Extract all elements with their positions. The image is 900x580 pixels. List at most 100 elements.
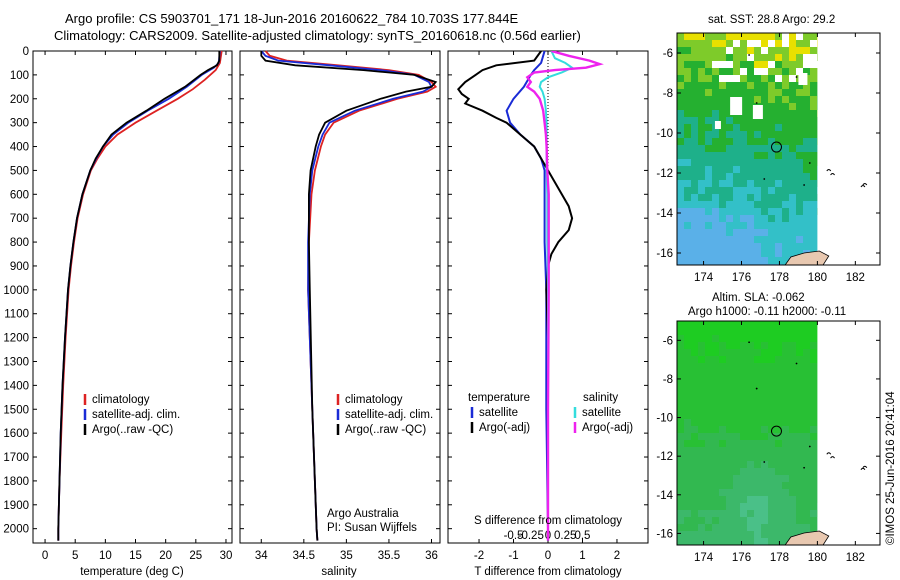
sla-map-cell: [782, 433, 789, 440]
sla-map-cell: [775, 412, 782, 419]
sla-map-cell: [677, 454, 684, 461]
sla-map-cell: [684, 461, 691, 468]
sla-map-cell: [691, 356, 698, 363]
sla-map-cell: [691, 517, 698, 524]
sst-map-cell: [782, 145, 789, 152]
sst-map-cell: [810, 96, 817, 103]
sla-map-cell: [684, 489, 691, 496]
sst-map-reef-dot: [803, 184, 806, 186]
sla-map-cell: [677, 531, 684, 538]
sst-map-cell: [719, 236, 726, 243]
differences-xlabel: T difference from climatology: [474, 566, 621, 578]
sla-map-cell: [796, 517, 803, 524]
sla-map-cell: [733, 503, 740, 510]
sst-map-cell: [803, 89, 810, 96]
sst-map-cell: [782, 103, 789, 110]
sst-map-cell: [726, 110, 733, 117]
sla-map-cell: [684, 468, 691, 475]
temperature-ytick-label: 1900: [3, 500, 29, 512]
sla-map-cell: [747, 321, 754, 328]
sst-map-cell: [684, 68, 691, 75]
sst-map-cell: [740, 75, 747, 82]
sst-map-cell: [796, 138, 803, 145]
sst-map-cell: [747, 96, 754, 103]
sla-map-cell: [677, 384, 684, 391]
sst-map-reef-dot: [755, 102, 758, 104]
sst-map-cell: [761, 250, 768, 257]
sla-map-cell: [733, 412, 740, 419]
sla-map-cell: [740, 412, 747, 419]
sst-map-cell: [677, 68, 684, 75]
sst-map-cell: [677, 201, 684, 208]
sst-map-cell: [740, 236, 747, 243]
sla-map-cell: [789, 524, 796, 531]
sla-map-cell: [740, 524, 747, 531]
sla-map-cell: [754, 342, 761, 349]
sst-map-cell: [733, 229, 740, 236]
sst-map-island: [862, 183, 868, 186]
sla-map-cell: [789, 510, 796, 517]
sst-map-cell: [712, 201, 719, 208]
sst-map-cell: [719, 257, 726, 264]
sst-map-cell: [747, 68, 754, 75]
sst-map-reef-dot: [808, 162, 811, 164]
sst-map-cell: [754, 201, 761, 208]
sla-map-cell: [747, 475, 754, 482]
temperature-xtick-label: 5: [72, 550, 78, 562]
sla-map-cell: [691, 384, 698, 391]
sst-map-cell: [761, 89, 768, 96]
sst-map-cell: [789, 68, 796, 75]
sla-map-cell: [691, 510, 698, 517]
sst-map-cell: [684, 180, 691, 187]
sst-map-cell: [789, 54, 796, 61]
sst-map-cell: [740, 243, 747, 250]
temperature-ytick-label: 600: [10, 189, 29, 201]
sla-map-cell: [719, 440, 726, 447]
sla-map-cell: [726, 405, 733, 412]
sst-map-cell: [733, 222, 740, 229]
sst-map-cell: [775, 110, 782, 117]
sst-map-cell: [761, 54, 768, 61]
sla-map-ytick-label: -6: [663, 335, 673, 347]
sla-map-cell: [782, 503, 789, 510]
sla-map-cell: [705, 531, 712, 538]
sst-map-cell: [677, 236, 684, 243]
sla-map-cell: [698, 370, 705, 377]
sla-map-cell: [782, 349, 789, 356]
sla-map-cell: [698, 349, 705, 356]
sla-map-cell: [796, 503, 803, 510]
sst-map-cell: [684, 54, 691, 61]
sla-map-cell: [726, 489, 733, 496]
sla-map-cell: [775, 475, 782, 482]
sla-map-cell: [747, 517, 754, 524]
sla-map-cell: [712, 342, 719, 349]
sst-map-cell: [775, 131, 782, 138]
sla-map-cell: [740, 538, 747, 545]
sst-map-cell: [677, 159, 684, 166]
sst-map-cell: [677, 222, 684, 229]
sla-map-cell: [719, 489, 726, 496]
sst-map-cell: [803, 61, 810, 68]
sla-map-cell: [775, 510, 782, 517]
sst-map-cell: [754, 145, 761, 152]
sla-map-cell: [726, 391, 733, 398]
sla-map-cell: [754, 356, 761, 363]
sla-map-cell: [803, 447, 810, 454]
sla-map-cell: [761, 328, 768, 335]
sst-map-cell: [705, 40, 712, 47]
sla-map-cell: [712, 405, 719, 412]
sla-map-cell: [754, 426, 761, 433]
sla-map-cell: [719, 370, 726, 377]
sst-map-cell: [712, 103, 719, 110]
sla-map-cell: [754, 447, 761, 454]
sla-map-cell: [761, 342, 768, 349]
sst-map-cell: [761, 96, 768, 103]
sst-map-cell: [691, 180, 698, 187]
sla-map-cell: [796, 461, 803, 468]
differences-xlabel-top: S difference from climatology: [474, 515, 622, 527]
sst-map-cell: [726, 117, 733, 124]
sst-map-frame: [676, 32, 881, 266]
sst-map-cell: [747, 187, 754, 194]
sla-map-cell: [712, 489, 719, 496]
sla-map-cell: [810, 321, 817, 328]
